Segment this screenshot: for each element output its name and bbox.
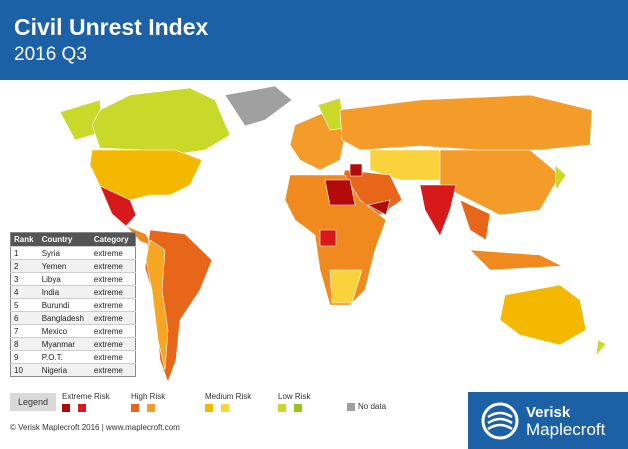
world-map — [59, 85, 607, 383]
column-header: Category — [90, 232, 136, 247]
swatch — [131, 404, 139, 412]
usa — [89, 149, 203, 201]
swatch — [205, 404, 213, 412]
logo-icon — [481, 402, 519, 440]
table-cell: Bangladesh — [38, 311, 91, 325]
table-cell: Myanmar — [38, 337, 91, 351]
table-row: 4 India extreme — [10, 285, 136, 299]
table-cell: 7 — [10, 324, 39, 338]
indonesia — [469, 249, 564, 271]
table-row: 1 Syria extreme — [10, 246, 136, 260]
japan — [554, 164, 567, 191]
subtitle: 2016 Q3 — [14, 44, 87, 65]
table-cell: Yemen — [38, 259, 91, 273]
swatch — [147, 404, 155, 412]
table-cell: P.O.T. — [38, 350, 91, 364]
table-row: 7 Mexico extreme — [10, 324, 136, 338]
table-cell: extreme — [90, 311, 136, 325]
australia — [499, 284, 587, 346]
legend-label: No data — [358, 402, 387, 411]
table-cell: Libya — [38, 272, 91, 286]
greenland — [224, 85, 293, 127]
column-header: Country — [38, 232, 91, 247]
table-cell: 2 — [10, 259, 39, 273]
table-header: Rank Country Category — [10, 232, 136, 247]
table-cell: Burundi — [38, 298, 91, 312]
syria — [349, 163, 363, 177]
legend-label: Medium Risk — [205, 392, 252, 401]
table-body: 1 Syria extreme 2 Yemen extreme 3 Libya extreme 4… — [10, 246, 136, 377]
russia — [339, 94, 593, 151]
header: Civil Unrest Index 2016 Q3 — [0, 0, 628, 80]
table-cell: 5 — [10, 298, 39, 312]
legend-title: Legend — [10, 393, 56, 411]
logo: Verisk Maplecroft — [468, 392, 628, 449]
swatch — [221, 404, 229, 412]
central-asia — [369, 149, 441, 181]
table-cell: extreme — [90, 259, 136, 273]
table-cell: 1 — [10, 246, 39, 260]
table-cell: 4 — [10, 285, 39, 299]
table-cell: extreme — [90, 363, 136, 377]
table-cell: extreme — [90, 324, 136, 338]
swatch — [278, 404, 286, 412]
table-row: 10 Nigeria extreme — [10, 363, 136, 377]
swatch — [62, 404, 70, 412]
new-zealand — [595, 339, 607, 357]
table-cell: 3 — [10, 272, 39, 286]
table-row: 6 Bangladesh extreme — [10, 311, 136, 325]
table-cell: 6 — [10, 311, 39, 325]
china — [439, 149, 561, 216]
india — [419, 184, 457, 237]
nigeria — [319, 229, 337, 247]
table-cell: extreme — [90, 272, 136, 286]
libya — [324, 179, 356, 206]
copyright: © Verisk Maplecroft 2016 | www.maplecrof… — [10, 423, 180, 432]
southern-africa — [329, 269, 363, 304]
table-cell: extreme — [90, 246, 136, 260]
table-cell: 8 — [10, 337, 39, 351]
table-cell: 10 — [10, 363, 39, 377]
mexico — [99, 185, 137, 227]
yemen — [367, 199, 391, 216]
table-cell: extreme — [90, 337, 136, 351]
column-header: Rank — [10, 232, 39, 247]
table-row: 8 Myanmar extreme — [10, 337, 136, 351]
title: Civil Unrest Index — [14, 14, 209, 40]
canada — [91, 87, 231, 156]
swatch — [78, 404, 86, 412]
logo-text: Verisk — [526, 404, 571, 421]
table-row: 5 Burundi extreme — [10, 298, 136, 312]
southeast-asia — [459, 199, 491, 241]
andes — [145, 239, 169, 371]
legend-label: Low Risk — [278, 392, 311, 401]
table-row: 3 Libya extreme — [10, 272, 136, 286]
table-cell: Nigeria — [38, 363, 91, 377]
table-cell: 9 — [10, 350, 39, 364]
legend-label: Extreme Risk — [62, 392, 110, 401]
logo-text: Maplecroft — [526, 420, 606, 439]
legend-label: High Risk — [131, 392, 166, 401]
table-cell: Syria — [38, 246, 91, 260]
table-cell: extreme — [90, 350, 136, 364]
table-cell: extreme — [90, 285, 136, 299]
table-row: 9 P.O.T. extreme — [10, 350, 136, 364]
table-cell: India — [38, 285, 91, 299]
swatch — [294, 404, 302, 412]
rank-table: Rank Country Category 1 Syria extreme 2 Yemen e… — [10, 232, 136, 377]
table-cell: extreme — [90, 298, 136, 312]
table-row: 2 Yemen extreme — [10, 259, 136, 273]
table-cell: Mexico — [38, 324, 91, 338]
swatch — [347, 403, 355, 411]
